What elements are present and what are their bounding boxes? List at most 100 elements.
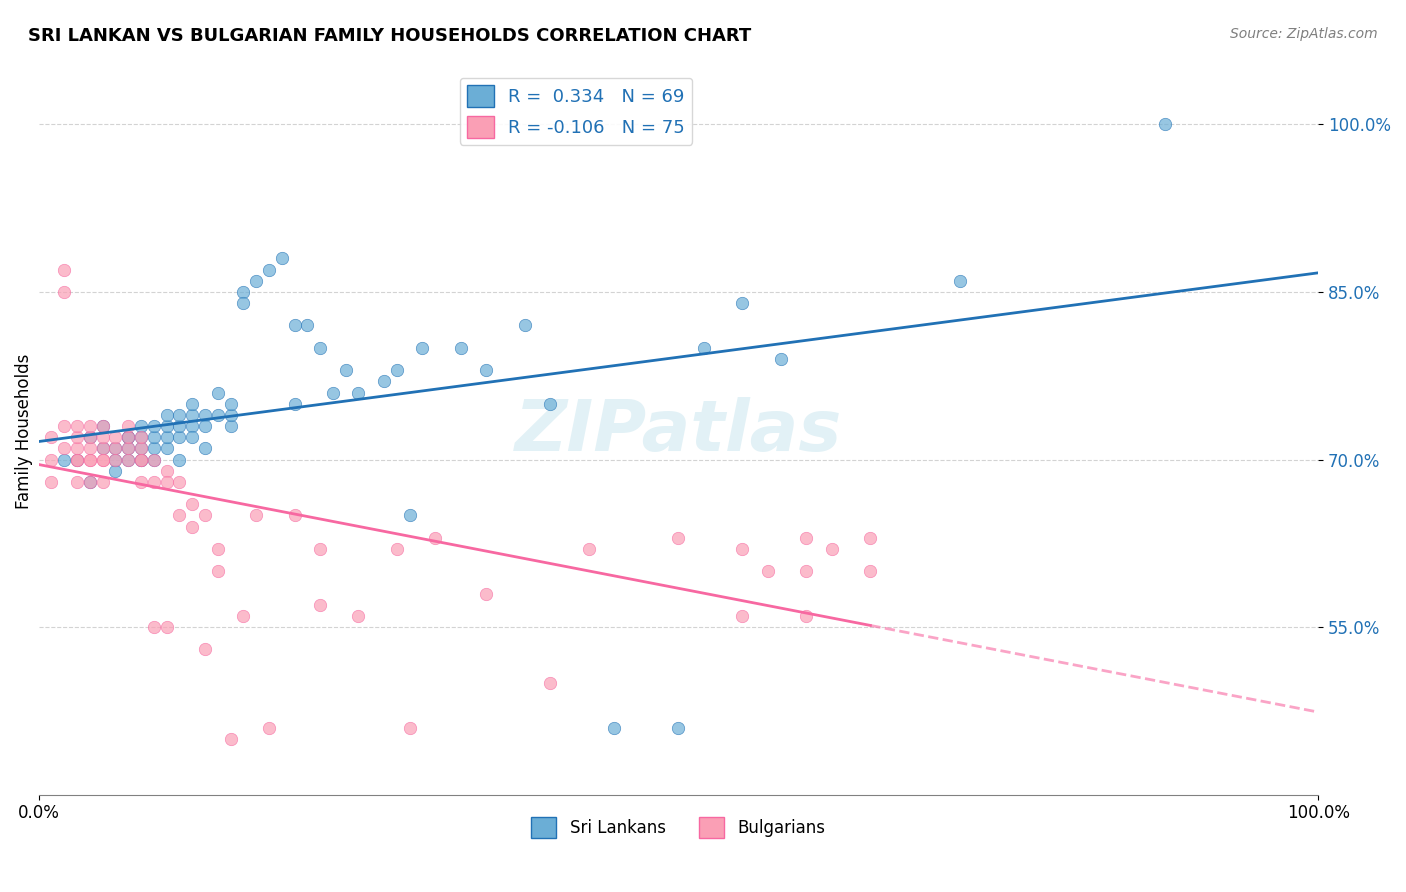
Point (450, 341, 472, 355)
Point (411, 341, 433, 355)
Point (129, 452, 152, 467)
Point (603, 721, 626, 735)
Point (79, 452, 101, 467)
Point (538, 397, 561, 411)
Point (181, 408, 204, 422)
Point (245, 508, 267, 523)
Point (169, 419, 191, 434)
Point (91, 430, 114, 444)
Point (79, 419, 101, 434)
Point (53, 452, 76, 467)
Point (283, 318, 305, 333)
Point (194, 642, 217, 657)
Point (66, 419, 89, 434)
Point (91, 452, 114, 467)
Point (66, 452, 89, 467)
Point (796, 531, 818, 545)
Point (731, 609, 754, 624)
Point (385, 363, 408, 377)
Text: Source: ZipAtlas.com: Source: ZipAtlas.com (1230, 27, 1378, 41)
Point (219, 419, 242, 434)
Point (91, 419, 114, 434)
Point (117, 452, 139, 467)
Point (66, 430, 89, 444)
Point (117, 452, 139, 467)
Point (129, 442, 152, 456)
Point (66, 442, 89, 456)
Point (219, 731, 242, 746)
Point (142, 419, 165, 434)
Point (385, 541, 408, 556)
Point (129, 452, 152, 467)
Point (142, 452, 165, 467)
Point (668, 721, 690, 735)
Point (309, 341, 332, 355)
Point (91, 452, 114, 467)
Point (41, 430, 63, 444)
Point (104, 452, 127, 467)
Point (79, 452, 101, 467)
Point (53, 285, 76, 299)
Point (169, 508, 191, 523)
Point (668, 531, 690, 545)
Point (207, 385, 229, 400)
Point (425, 531, 447, 545)
Point (104, 464, 127, 478)
Point (347, 609, 370, 624)
Point (79, 430, 101, 444)
Point (79, 475, 101, 489)
Point (207, 408, 229, 422)
Point (142, 442, 165, 456)
Point (41, 452, 63, 467)
Point (859, 564, 882, 578)
Point (731, 296, 754, 310)
Point (142, 475, 165, 489)
Point (194, 408, 217, 422)
Point (257, 262, 280, 277)
Point (53, 262, 76, 277)
Point (796, 564, 818, 578)
Point (283, 508, 305, 523)
Point (155, 475, 177, 489)
Point (129, 430, 152, 444)
Point (322, 385, 344, 400)
Point (129, 430, 152, 444)
Y-axis label: Family Households: Family Households (15, 354, 32, 509)
Point (398, 721, 420, 735)
Point (91, 419, 114, 434)
Point (731, 541, 754, 556)
Point (142, 430, 165, 444)
Point (129, 442, 152, 456)
Point (232, 296, 254, 310)
Point (207, 564, 229, 578)
Point (538, 676, 561, 690)
Point (129, 452, 152, 467)
Point (79, 475, 101, 489)
Point (41, 475, 63, 489)
Point (181, 519, 204, 533)
Point (578, 541, 600, 556)
Point (756, 564, 779, 578)
Point (117, 430, 139, 444)
Point (769, 351, 792, 366)
Point (194, 508, 217, 523)
Point (181, 430, 204, 444)
Point (169, 452, 191, 467)
Point (194, 419, 217, 434)
Point (104, 430, 127, 444)
Point (309, 598, 332, 612)
Point (91, 442, 114, 456)
Point (129, 419, 152, 434)
Point (373, 375, 395, 389)
Point (207, 541, 229, 556)
Point (117, 442, 139, 456)
Point (270, 252, 292, 266)
Point (949, 274, 972, 288)
Point (181, 497, 204, 511)
Point (283, 397, 305, 411)
Point (104, 442, 127, 456)
Point (398, 508, 420, 523)
Point (169, 475, 191, 489)
Point (309, 541, 332, 556)
Point (66, 452, 89, 467)
